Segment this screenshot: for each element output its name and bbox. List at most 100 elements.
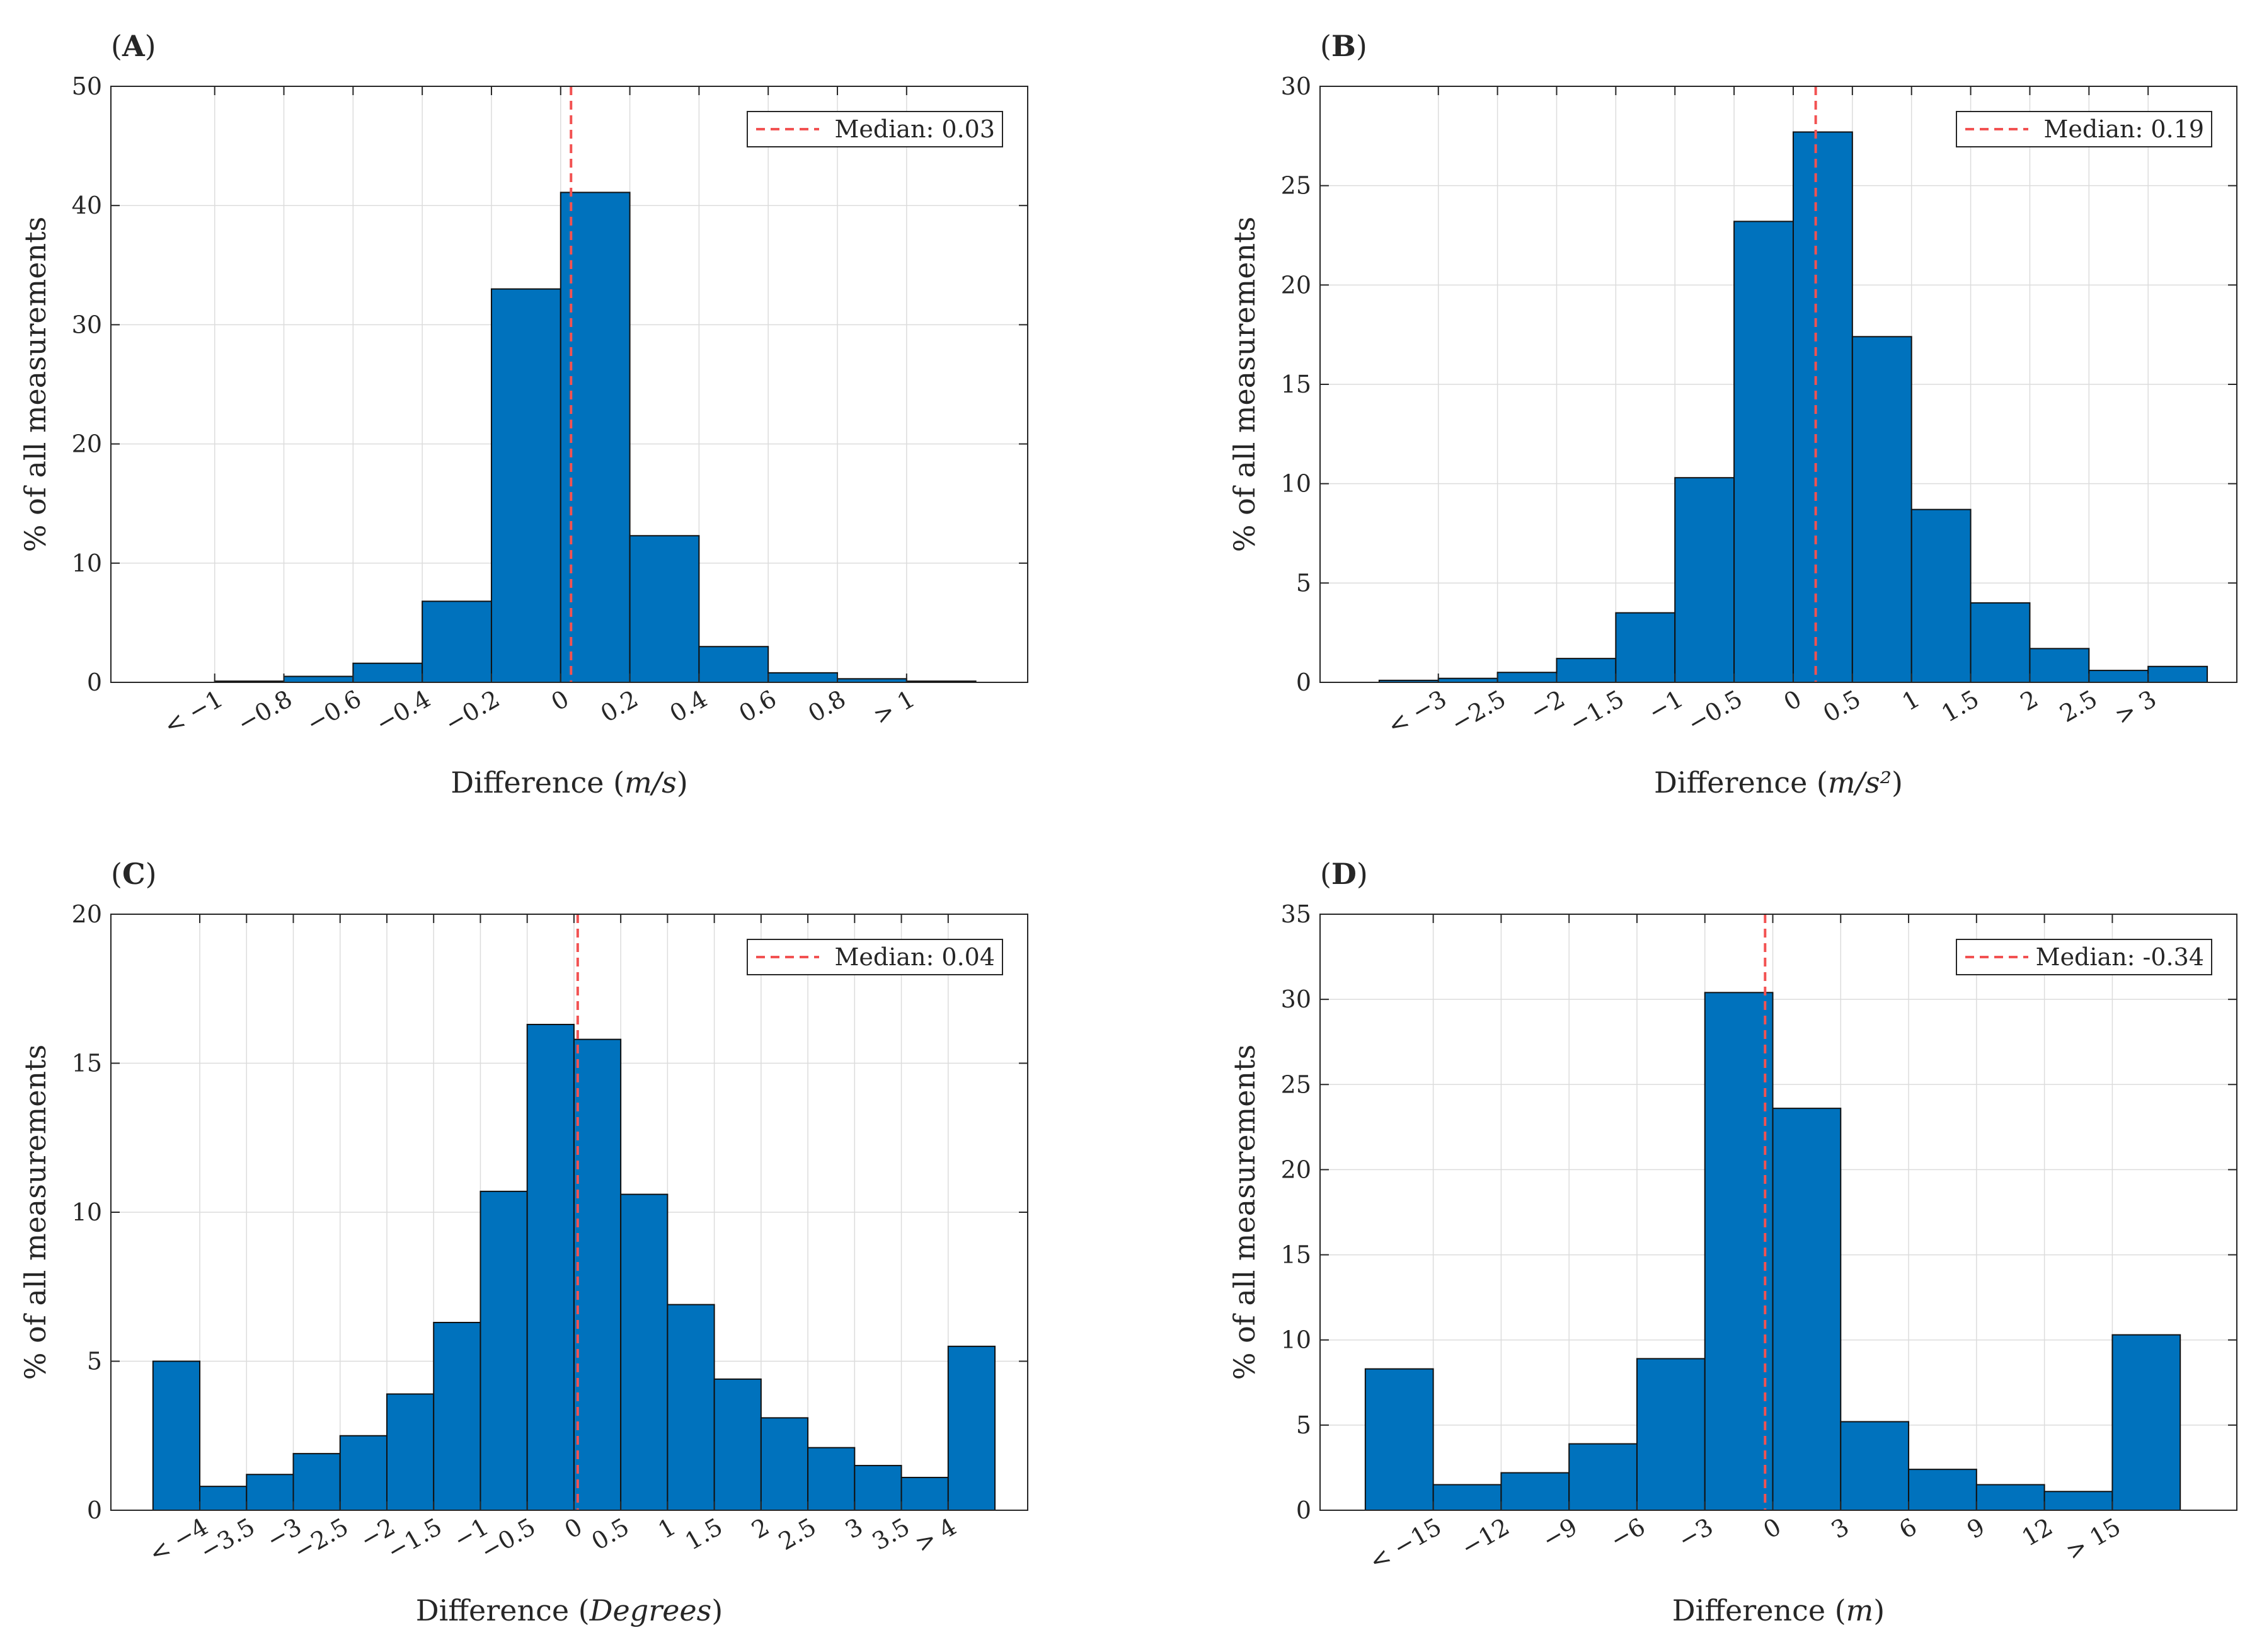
histogram-bar <box>1733 221 1794 683</box>
x-tick-label: −1 <box>1643 685 1688 726</box>
histogram-bar <box>152 1360 201 1511</box>
histogram-bar <box>1908 1469 1977 1511</box>
x-tick-label: > 3 <box>2110 685 2161 730</box>
y-tick-label: 0 <box>87 668 102 696</box>
x-tick-label: 6 <box>1895 1513 1922 1544</box>
x-tick-label: 0 <box>546 685 573 716</box>
x-tick-label: 0.5 <box>1818 685 1865 728</box>
x-tick-label: −9 <box>1537 1513 1582 1554</box>
histogram-bar <box>667 1304 715 1511</box>
x-tick-label: < −1 <box>159 685 228 740</box>
y-tick-label: 15 <box>72 1050 102 1077</box>
y-tick-label: 0 <box>1296 1496 1311 1524</box>
histogram-bar <box>2043 1491 2113 1511</box>
y-axis-label: % of all measurements <box>1227 1045 1261 1380</box>
histogram-bar <box>1364 1368 1434 1511</box>
x-tick-label: −2.5 <box>1446 685 1510 738</box>
histogram-bar <box>807 1447 856 1511</box>
histogram-bar <box>620 1193 669 1511</box>
y-axis-label: % of all measurements <box>18 1045 52 1380</box>
histogram-bar <box>2147 665 2208 683</box>
x-axis-label: Difference (m) <box>1672 1593 1885 1627</box>
y-tick-label: 25 <box>1281 1070 1311 1098</box>
y-tick-label: 0 <box>87 1496 102 1524</box>
x-tick-label: −3.5 <box>195 1513 260 1566</box>
y-tick-label: 25 <box>1281 172 1311 200</box>
histogram-bar <box>900 1476 949 1511</box>
histogram-bar <box>386 1393 435 1511</box>
legend-median-label: Median: 0.03 <box>835 115 996 143</box>
histogram-bar <box>490 288 561 683</box>
x-tick-label: 1.5 <box>681 1513 727 1556</box>
y-tick-label: 50 <box>72 72 102 100</box>
histogram-bar <box>1792 131 1853 683</box>
x-tick-label: −2 <box>1525 685 1570 726</box>
histogram-bar <box>1851 336 1912 683</box>
y-tick-label: 5 <box>1296 569 1311 597</box>
x-tick-label: 2 <box>2016 685 2043 716</box>
histogram-bar <box>283 675 354 684</box>
y-tick-label: 20 <box>1281 1156 1311 1183</box>
chart-panel-2: 0 5 10 15 20 25 30 < −3−2.5 −2−1.5 −1−0.5 0 0.5 1 1.5… <box>1227 29 2237 800</box>
y-tick-label: 10 <box>1281 470 1311 498</box>
histogram-bar <box>1636 1358 1706 1511</box>
x-tick-label: −0.4 <box>371 685 435 738</box>
x-tick-label: 1 <box>1897 685 1924 716</box>
x-tick-label: −3 <box>1674 1513 1718 1554</box>
histogram-bar <box>246 1474 294 1511</box>
x-tick-label: 9 <box>1962 1513 1989 1544</box>
legend-median-label: Median: -0.34 <box>2036 943 2204 971</box>
legend: Median: 0.19 <box>1956 111 2212 147</box>
x-tick-label: 0.2 <box>596 685 643 728</box>
histogram-bar <box>433 1322 481 1511</box>
x-tick-label: 2.5 <box>774 1513 820 1556</box>
y-tick-label: 10 <box>72 549 102 577</box>
histogram-bar <box>1674 477 1735 683</box>
y-tick-label: 15 <box>1281 370 1311 398</box>
histogram-bar <box>1970 602 2031 683</box>
legend: Median: 0.04 <box>747 939 1003 975</box>
histogram-bar <box>480 1190 528 1511</box>
y-tick-label: 35 <box>1281 900 1311 928</box>
y-axis-label: % of all measurements <box>18 217 52 552</box>
chart-panel-4: 0 5 10 15 20 25 30 35 < −15 −12 −9 −6 −3 0 3 6 9 12 > 15 Di… <box>1227 857 2237 1627</box>
x-tick-label: > 4 <box>910 1513 961 1558</box>
histogram-bar <box>947 1345 996 1511</box>
y-tick-label: 15 <box>1281 1241 1311 1269</box>
y-tick-label: 20 <box>1281 271 1311 299</box>
x-tick-label: 0.4 <box>665 685 712 728</box>
x-tick-label: −0.5 <box>476 1513 540 1566</box>
histogram-bar <box>199 1486 248 1511</box>
x-tick-label: 3 <box>841 1513 868 1544</box>
legend: Median: 0.03 <box>747 111 1003 147</box>
panel-label: (C) <box>111 857 157 891</box>
x-tick-label: 1 <box>653 1513 681 1544</box>
histogram-bar <box>698 646 769 683</box>
panel-label: (B) <box>1320 29 1367 63</box>
x-tick-label: −1.5 <box>382 1513 447 1566</box>
x-tick-label: 2 <box>747 1513 774 1544</box>
x-tick-label: −0.5 <box>1683 685 1747 738</box>
x-tick-label: 2.5 <box>2055 685 2101 728</box>
histogram-bar <box>292 1453 341 1511</box>
x-tick-label: < −15 <box>1365 1513 1446 1576</box>
y-tick-label: 30 <box>1281 72 1311 100</box>
histogram-bar <box>2088 670 2149 683</box>
histogram-bar <box>352 662 423 684</box>
histogram-bar <box>1772 1108 1842 1511</box>
y-tick-label: 30 <box>1281 985 1311 1013</box>
histogram-bar <box>339 1435 388 1511</box>
x-axis-label: Difference (Degrees) <box>416 1593 723 1627</box>
y-tick-label: 20 <box>72 900 102 928</box>
x-tick-label: −0.8 <box>233 685 297 738</box>
y-tick-label: 20 <box>72 430 102 458</box>
x-tick-label: 0.8 <box>803 685 850 728</box>
y-tick-label: 30 <box>72 311 102 338</box>
x-tick-label: 0.6 <box>734 685 781 728</box>
histogram-bar <box>2111 1334 2181 1511</box>
histogram-bar <box>422 600 492 683</box>
x-tick-label: 0 <box>1779 685 1806 716</box>
x-tick-label: −6 <box>1605 1513 1650 1554</box>
